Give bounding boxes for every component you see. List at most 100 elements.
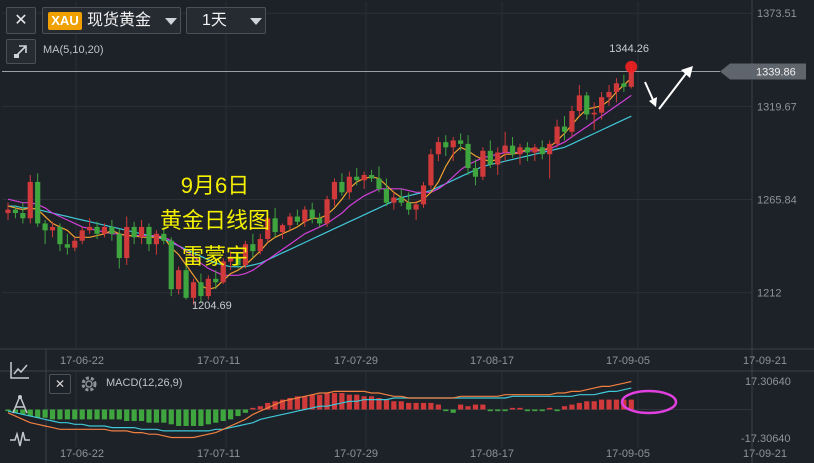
candle-body	[213, 278, 219, 283]
date-axis-tick: 17-06-22	[60, 448, 104, 460]
price-axis-tick: 1212	[757, 288, 781, 300]
candle-body	[509, 145, 516, 155]
annotation-title: 黄金日线图	[159, 208, 270, 233]
candle-body	[265, 218, 271, 240]
macd-histogram-bar	[547, 407, 553, 410]
up-arrow-shaft	[658, 70, 689, 110]
date-axis-tick: 17-09-05	[606, 448, 650, 460]
candle-body	[591, 112, 597, 115]
macd-histogram-bar	[176, 409, 182, 426]
macd-histogram-bar	[161, 409, 167, 423]
macd-histogram-bar	[12, 409, 19, 413]
candle-body	[606, 91, 612, 98]
macd-histogram-bar	[265, 402, 271, 410]
symbol-name: 现货黄金	[87, 12, 152, 29]
price-axis-tick: 1319.67	[757, 101, 797, 113]
candle-body	[428, 154, 434, 186]
candle-body	[480, 150, 486, 177]
candle-body	[49, 226, 56, 231]
symbol-selector[interactable]: XAU 现货黄金	[42, 7, 181, 34]
close-icon: ✕	[54, 377, 66, 391]
candle-body	[547, 143, 553, 155]
macd-histogram-bar	[27, 409, 33, 417]
candle-body	[5, 209, 11, 214]
sidebar-drawing-tool-button[interactable]	[0, 388, 46, 422]
candle-body	[287, 216, 293, 226]
sidebar-line-chart-button[interactable]	[0, 354, 46, 388]
candle-body	[205, 278, 211, 297]
close-icon: ✕	[14, 12, 28, 29]
price-axis-tick: 1373.51	[757, 8, 797, 20]
macd-histogram-bar	[79, 409, 85, 420]
date-axis-tick: 17-08-17	[470, 448, 514, 460]
candle-body	[302, 209, 308, 222]
date-axis-tick: 17-07-11	[197, 448, 240, 460]
macd-histogram-bar	[205, 409, 211, 425]
price-axis-tick: 1265.84	[757, 194, 797, 206]
annotation-author: 雷蒙宇	[181, 244, 248, 269]
macd-histogram-bar	[613, 399, 620, 410]
close-chart-button[interactable]: ✕	[6, 7, 36, 34]
macd-histogram-bar	[458, 404, 464, 410]
candle-body	[539, 147, 545, 155]
period-selector[interactable]: 1天	[186, 7, 266, 34]
candle-body	[220, 261, 226, 283]
date-axis-tick: 17-06-22	[60, 355, 104, 367]
macd-histogram-bar	[398, 401, 404, 410]
date-axis-tick: 17-07-29	[334, 448, 378, 460]
macd-histogram-bar	[361, 396, 367, 410]
macd-histogram-bar	[413, 402, 419, 410]
macd-histogram-bar	[242, 409, 249, 413]
macd-histogram-bar	[435, 404, 441, 410]
macd-histogram-bar	[153, 409, 159, 423]
macd-histogram-bar	[5, 409, 11, 412]
macd-histogram-bar	[532, 409, 538, 412]
candle-body	[198, 282, 204, 297]
macd-histogram-bar	[190, 409, 197, 426]
macd-dif-line	[7, 380, 632, 439]
macd-histogram-bar	[576, 402, 582, 410]
candle-body	[161, 233, 167, 241]
sidebar-indicator-button[interactable]	[0, 422, 46, 456]
macd-histogram-bar	[517, 407, 523, 410]
current-price-tag	[720, 63, 806, 80]
candle-body	[87, 226, 93, 231]
macd-histogram-bar	[339, 393, 345, 410]
candle-body	[613, 83, 620, 92]
symbol-badge: XAU	[48, 12, 82, 30]
macd-settings-button[interactable]	[78, 374, 100, 394]
candle-body	[176, 270, 182, 290]
macd-histogram-bar	[584, 401, 590, 410]
date-axis-tick: 17-09-21	[743, 448, 787, 460]
macd-histogram-bar	[116, 409, 122, 420]
macd-histogram-bar	[606, 399, 612, 410]
candle-body	[101, 226, 108, 234]
candle-body	[109, 226, 115, 234]
macd-histogram-bar	[235, 409, 241, 417]
candle-body	[368, 175, 375, 179]
candle-body	[12, 209, 19, 214]
candle-body	[153, 233, 159, 245]
macd-histogram-bar	[502, 409, 508, 412]
macd-histogram-bar	[20, 409, 26, 415]
macd-histogram-bar	[391, 401, 397, 410]
macd-axis-tick: 17.30640	[745, 376, 791, 388]
candle-body	[228, 258, 234, 262]
macd-histogram-bar	[279, 399, 286, 410]
candle-body	[242, 244, 249, 265]
close-macd-button[interactable]: ✕	[49, 374, 71, 394]
candle-body	[413, 204, 419, 210]
date-axis-tick: 17-08-17	[470, 355, 514, 367]
candle-body	[79, 230, 85, 241]
macd-histogram-bar	[383, 399, 390, 410]
macd-histogram-bar	[64, 409, 70, 420]
macd-histogram-bar	[287, 397, 293, 410]
high-price-label: 1344.26	[609, 43, 649, 55]
candle-body	[621, 83, 627, 87]
candle-body	[235, 258, 241, 265]
candle-body	[502, 145, 508, 153]
indicator-settings-button[interactable]	[6, 39, 36, 64]
macd-histogram-bar	[495, 409, 501, 412]
macd-histogram-bar	[220, 409, 226, 422]
